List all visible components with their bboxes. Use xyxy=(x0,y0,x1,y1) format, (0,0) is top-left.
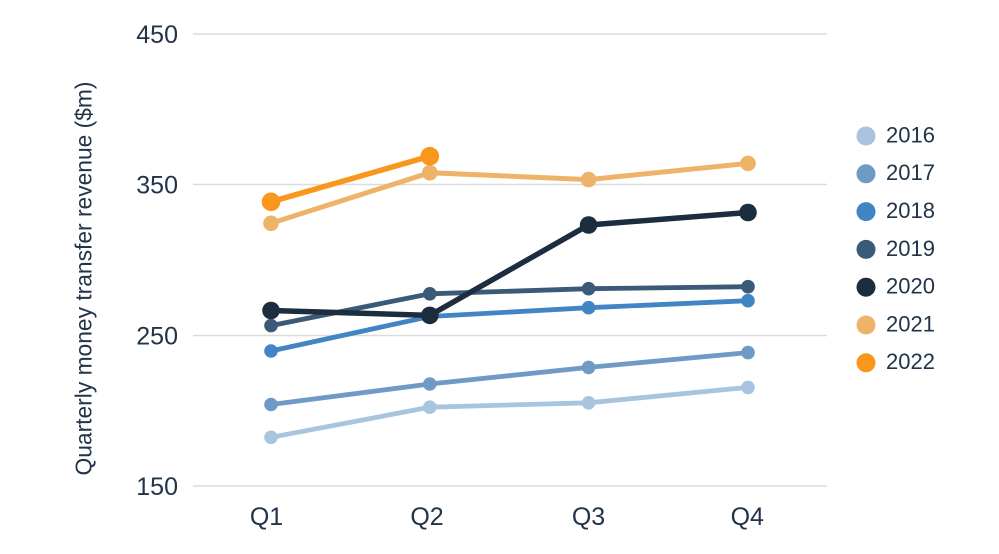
svg-text:350: 350 xyxy=(136,172,178,200)
svg-text:2019: 2019 xyxy=(886,236,935,261)
svg-text:2017: 2017 xyxy=(886,160,935,185)
svg-text:Q4: Q4 xyxy=(731,503,764,531)
svg-text:Q1: Q1 xyxy=(250,503,283,531)
svg-text:450: 450 xyxy=(136,21,178,49)
svg-text:250: 250 xyxy=(136,323,178,351)
svg-text:Q3: Q3 xyxy=(572,503,605,531)
svg-text:150: 150 xyxy=(136,473,178,501)
svg-text:2018: 2018 xyxy=(886,198,935,223)
svg-text:Quarterly money transfer reven: Quarterly money transfer revenue ($m) xyxy=(71,81,97,475)
svg-text:Q2: Q2 xyxy=(410,503,443,531)
svg-text:2020: 2020 xyxy=(886,274,935,299)
svg-text:2022: 2022 xyxy=(886,349,935,374)
svg-text:2021: 2021 xyxy=(886,311,935,336)
svg-text:2016: 2016 xyxy=(886,122,935,147)
